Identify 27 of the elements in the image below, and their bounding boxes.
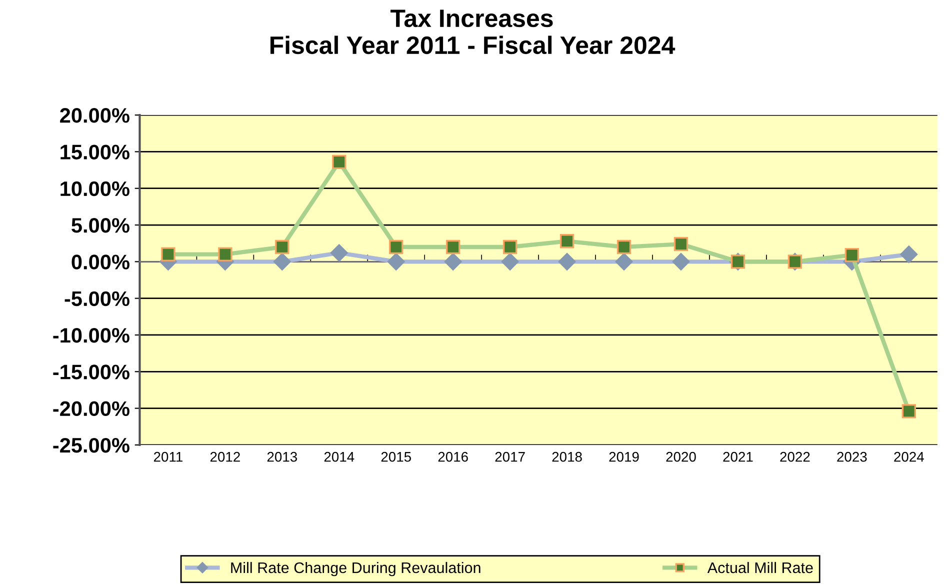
- x-tick-label: 2012: [210, 452, 240, 462]
- y-tick-label: 0.00%: [72, 254, 130, 270]
- x-tick-label: 2015: [381, 452, 411, 462]
- y-tick-label: -25.00%: [53, 438, 130, 453]
- y-tick-label: -5.00%: [64, 291, 130, 306]
- chart-title: Tax Increases Fiscal Year 2011 - Fiscal Year 2024: [270, 10, 676, 54]
- x-tick-label: 2014: [324, 452, 354, 462]
- y-tick-label: 10.00%: [60, 181, 130, 196]
- x-tick-label: 2017: [495, 452, 525, 462]
- y-tick-label: 5.00%: [72, 218, 130, 233]
- x-tick-label: 2022: [780, 452, 810, 462]
- x-tick-label: 2011: [154, 452, 182, 462]
- y-tick-label: 20.00%: [60, 108, 130, 123]
- legend-label: Mill Rate Change During Revaulation: [231, 562, 480, 576]
- x-tick-label: 2021: [723, 452, 753, 462]
- y-tick-label: -20.00%: [53, 401, 130, 416]
- x-tick-label: 2019: [609, 452, 639, 462]
- y-tick-label: -15.00%: [53, 364, 130, 380]
- x-tick-label: 2018: [552, 452, 582, 462]
- x-tick-label: 2020: [666, 452, 696, 462]
- x-tick-label: 2024: [894, 452, 924, 462]
- y-tick-label: 15.00%: [60, 144, 130, 160]
- x-tick-label: 2013: [267, 452, 297, 462]
- y-tick-label: -10.00%: [53, 328, 130, 343]
- x-tick-label: 2016: [438, 452, 468, 462]
- x-tick-label: 2023: [837, 452, 867, 462]
- legend-label: Actual Mill Rate: [707, 562, 813, 574]
